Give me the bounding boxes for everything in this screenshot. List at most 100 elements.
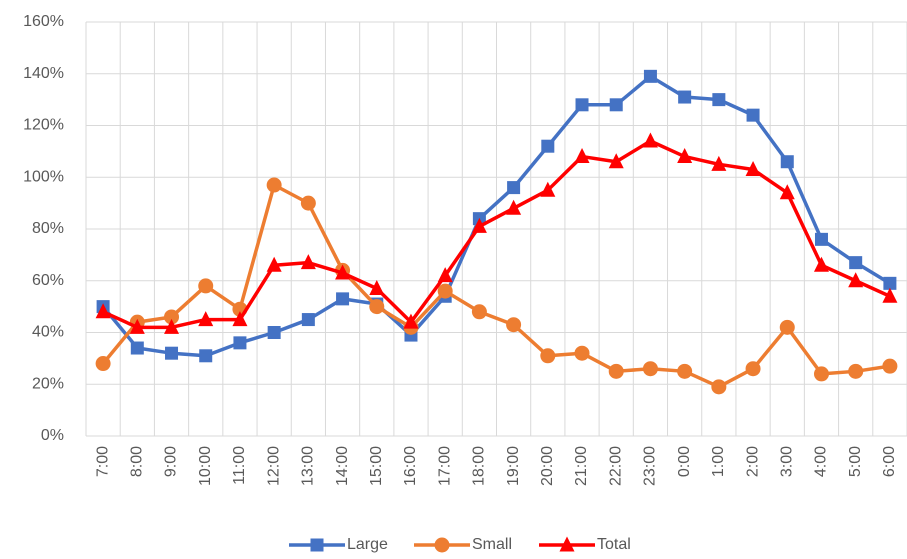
marker: [130, 341, 144, 355]
x-tick-label: 1:00: [710, 446, 727, 477]
marker: [301, 313, 315, 327]
marker: [848, 363, 864, 379]
legend-label: Small: [472, 536, 512, 553]
x-tick-label: 15:00: [368, 446, 385, 486]
marker: [813, 256, 829, 272]
y-tick-label: 100%: [23, 168, 64, 185]
marker: [642, 361, 658, 377]
x-tick-label: 21:00: [573, 446, 590, 486]
marker: [437, 283, 453, 299]
marker: [437, 267, 453, 283]
marker: [746, 108, 760, 122]
x-tick-label: 14:00: [334, 446, 351, 486]
x-tick-label: 9:00: [163, 446, 180, 477]
marker: [507, 181, 521, 195]
marker: [335, 264, 351, 280]
legend-marker: [559, 536, 575, 552]
marker: [882, 287, 898, 303]
marker: [745, 160, 761, 176]
y-tick-label: 0%: [41, 427, 64, 444]
x-tick-label: 8:00: [129, 446, 146, 477]
marker: [198, 278, 214, 294]
marker: [677, 148, 693, 164]
marker: [471, 217, 487, 233]
marker: [165, 346, 179, 360]
marker: [232, 311, 248, 327]
marker: [300, 254, 316, 270]
marker: [95, 303, 111, 319]
marker: [883, 276, 897, 290]
marker: [95, 356, 111, 372]
marker: [300, 195, 316, 211]
marker: [336, 292, 350, 306]
marker: [711, 155, 727, 171]
marker: [129, 318, 145, 334]
marker: [814, 232, 828, 246]
marker: [678, 90, 692, 104]
x-tick-label: 3:00: [778, 446, 795, 477]
marker: [198, 311, 214, 327]
marker: [745, 361, 761, 377]
marker: [643, 69, 657, 83]
y-tick-label: 160%: [23, 13, 64, 30]
marker: [266, 256, 282, 272]
marker: [779, 319, 795, 335]
x-tick-label: 20:00: [539, 446, 556, 486]
marker: [575, 98, 589, 112]
marker: [813, 366, 829, 382]
marker: [164, 309, 180, 325]
x-tick-label: 19:00: [505, 446, 522, 486]
marker: [574, 345, 590, 361]
y-tick-label: 60%: [32, 272, 64, 289]
marker: [471, 304, 487, 320]
marker: [541, 139, 555, 153]
x-tick-label: 11:00: [231, 446, 248, 485]
marker: [506, 317, 522, 333]
x-tick-label: 7:00: [94, 446, 111, 477]
x-tick-label: 4:00: [813, 446, 830, 477]
marker: [164, 318, 180, 334]
marker: [608, 153, 624, 169]
x-tick-label: 23:00: [642, 446, 659, 486]
legend-label: Total: [597, 536, 631, 553]
x-tick-label: 10:00: [197, 446, 214, 486]
marker: [369, 299, 385, 315]
legend-marker: [434, 537, 450, 553]
legend-label: Large: [347, 536, 388, 553]
marker: [540, 348, 556, 364]
x-tick-label: 2:00: [744, 446, 761, 477]
x-tick-label: 6:00: [881, 446, 898, 477]
marker: [266, 177, 282, 193]
marker: [882, 358, 898, 374]
x-tick-label: 18:00: [471, 446, 488, 486]
marker: [609, 98, 623, 112]
y-tick-label: 40%: [32, 324, 64, 341]
marker: [642, 132, 658, 148]
marker: [506, 199, 522, 215]
x-tick-label: 5:00: [847, 446, 864, 477]
marker: [608, 363, 624, 379]
marker: [848, 272, 864, 288]
y-tick-label: 140%: [23, 65, 64, 82]
legend-marker: [310, 538, 324, 552]
marker: [267, 326, 281, 339]
marker: [199, 349, 213, 363]
marker: [711, 379, 727, 395]
marker: [233, 336, 247, 350]
x-tick-label: 12:00: [265, 446, 282, 486]
x-tick-label: 0:00: [676, 446, 693, 477]
marker: [677, 363, 693, 379]
marker: [779, 184, 795, 200]
marker: [369, 280, 385, 296]
x-tick-label: 22:00: [607, 446, 624, 486]
x-tick-label: 16:00: [402, 446, 419, 486]
y-tick-label: 20%: [32, 375, 64, 392]
x-tick-label: 17:00: [436, 446, 453, 486]
marker: [780, 155, 794, 169]
marker: [574, 148, 590, 164]
marker: [403, 313, 419, 329]
x-tick-label: 13:00: [300, 446, 317, 486]
y-tick-label: 80%: [32, 220, 64, 237]
marker: [849, 256, 863, 270]
